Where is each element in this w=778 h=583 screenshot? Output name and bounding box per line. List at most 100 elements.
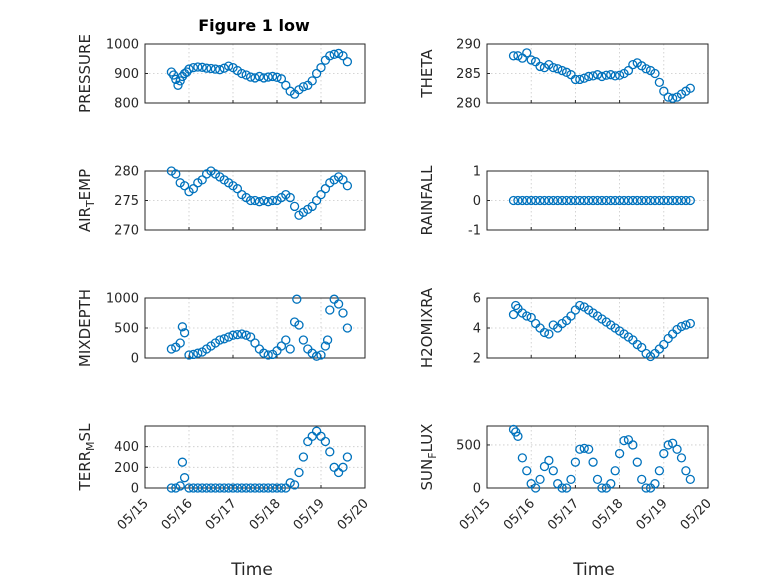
data-point	[263, 72, 273, 82]
data-point	[570, 74, 581, 85]
x-tick-label: 05/20	[678, 496, 715, 533]
data-point	[584, 444, 594, 454]
data-point	[575, 300, 585, 311]
data-point	[557, 483, 567, 493]
x-axis-label-left: Time	[230, 560, 273, 580]
x-axis-label-right: Time	[572, 560, 615, 580]
data-point	[245, 195, 256, 206]
data-point	[628, 440, 638, 450]
y-tick-label: 400	[114, 440, 139, 455]
x-tick-label: 05/19	[291, 496, 328, 533]
data-point	[522, 48, 532, 58]
y-axis-label: AIRTEMP	[76, 169, 97, 232]
data-point	[548, 62, 558, 73]
data-point	[654, 344, 665, 354]
data-point	[219, 483, 229, 493]
data-point	[575, 195, 585, 206]
data-point	[232, 184, 243, 194]
data-point	[619, 195, 629, 206]
data-point	[561, 67, 572, 77]
x-tick-label: 05/19	[634, 496, 671, 533]
data-point	[298, 335, 309, 345]
y-tick-label: 1000	[106, 292, 139, 307]
data-point	[610, 466, 620, 476]
data-point	[333, 299, 344, 309]
subplot-rainfall: -1 0 1 RAINFALL	[418, 165, 709, 239]
data-point	[557, 195, 567, 206]
data-point	[219, 334, 229, 344]
data-point	[511, 427, 521, 437]
data-point	[311, 351, 322, 361]
data-point	[592, 474, 603, 485]
data-point	[654, 77, 665, 87]
data-point	[267, 483, 278, 493]
data-point	[166, 344, 177, 354]
data-point	[215, 335, 225, 345]
y-tick-label: 2	[473, 352, 481, 367]
data-point	[539, 327, 550, 338]
data-point	[579, 443, 589, 454]
data-point	[223, 483, 234, 493]
data-point	[667, 93, 678, 103]
data-point	[166, 67, 177, 77]
data-point	[254, 71, 265, 82]
y-axis-label: PRESSURE	[76, 34, 94, 113]
data-point	[250, 195, 260, 206]
data-point	[632, 457, 642, 467]
data-point	[294, 320, 304, 330]
y-tick-label: 4	[473, 322, 481, 337]
chart-title: Figure 1 low	[198, 16, 310, 35]
y-tick-label: 6	[473, 292, 481, 307]
data-point	[298, 82, 309, 92]
y-tick-label: 280	[456, 97, 481, 112]
data-point	[320, 436, 331, 447]
data-point	[663, 440, 673, 450]
data-point	[316, 62, 326, 73]
y-tick-label: 290	[456, 38, 481, 53]
data-point	[325, 51, 335, 61]
y-tick-label: -1	[468, 224, 481, 239]
data-point	[522, 195, 532, 206]
data-point	[663, 333, 673, 344]
data-point	[333, 467, 344, 478]
data-point	[325, 305, 335, 315]
data-point	[281, 80, 291, 90]
data-point	[285, 192, 295, 203]
data-point	[517, 453, 528, 463]
data-point	[517, 195, 528, 206]
data-point	[232, 483, 243, 493]
data-point	[193, 348, 203, 358]
data-point	[535, 195, 545, 206]
data-point	[685, 318, 695, 329]
x-tick-label: 05/17	[545, 496, 582, 533]
data-point	[623, 65, 634, 76]
data-point	[201, 483, 212, 493]
data-point	[303, 436, 313, 447]
data-point	[210, 64, 221, 74]
data-point	[508, 424, 519, 435]
data-point	[584, 195, 594, 206]
data-point	[637, 342, 647, 353]
data-point	[259, 195, 269, 206]
data-point	[175, 481, 185, 491]
data-point	[614, 70, 625, 80]
data-point	[197, 175, 207, 185]
data-point	[322, 335, 333, 345]
data-point	[215, 65, 225, 75]
data-point	[338, 462, 348, 472]
data-point	[179, 473, 190, 483]
data-point	[685, 195, 695, 206]
data-point	[623, 195, 634, 206]
x-tick-label: 05/18	[247, 496, 284, 533]
data-point	[168, 70, 179, 80]
data-point	[579, 195, 589, 206]
data-point	[592, 195, 603, 206]
data-point	[654, 195, 665, 206]
y-axis-label: RAINFALL	[418, 165, 436, 236]
data-point	[201, 63, 212, 73]
data-point	[544, 195, 554, 206]
data-point	[241, 70, 251, 80]
data-point	[606, 70, 616, 80]
x-tick-label: 05/15	[457, 496, 494, 533]
data-point	[681, 466, 691, 476]
